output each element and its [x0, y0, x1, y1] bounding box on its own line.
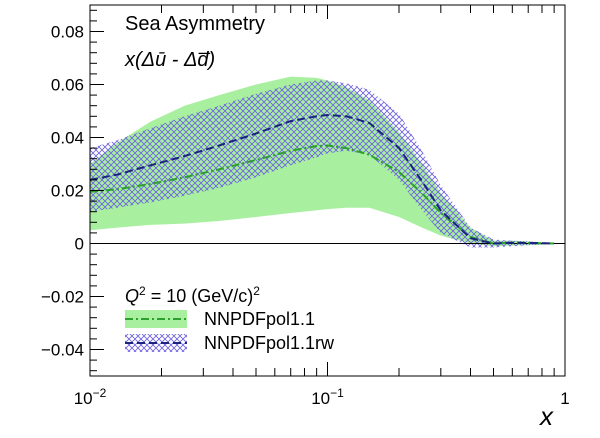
q2-symbol: Q: [125, 286, 139, 306]
bands-layer: [90, 76, 555, 248]
q2-value: = 10 (GeV/c): [146, 286, 254, 306]
y-tick-label: 0.08: [51, 23, 84, 42]
x-tick-label: 1: [560, 389, 569, 408]
curve-nnpdfpol11rw: [90, 113, 555, 245]
q2-annotation: Q2 = 10 (GeV/c)2: [125, 284, 260, 306]
y-tick-label: 0.06: [51, 76, 84, 95]
q2-exponent: 2: [139, 284, 146, 298]
x-axis-label: x: [538, 401, 554, 431]
curves-layer: [90, 113, 555, 245]
y-quantity-label: x(Δū - Δd̅): [124, 49, 215, 71]
x-tick-label: 10−1: [311, 386, 344, 408]
y-tick-label: 0.04: [51, 129, 84, 148]
ticks-layer: [89, 5, 555, 376]
y-tick-label: 0.02: [51, 182, 84, 201]
y-tick-label: −0.02: [41, 288, 84, 307]
y-tick-label: 0: [75, 235, 84, 254]
legend-label-nnpdfpol11rw: NNPDFpol1.1rw: [204, 333, 335, 353]
legend-swatch-nnpdfpol11: [125, 310, 187, 328]
legend-label-nnpdfpol11: NNPDFpol1.1: [204, 309, 315, 329]
legend: NNPDFpol1.1 NNPDFpol1.1rw: [125, 309, 335, 353]
q2-unit-exponent: 2: [253, 284, 260, 298]
tick-labels-layer: 10−2 10−1 1 −0.04 −0.02 0 0.02 0.04 0.06 0.08: [41, 23, 570, 409]
chart-title: Sea Asymmetry: [125, 13, 265, 35]
x-tick-label: 10−2: [74, 386, 107, 408]
y-tick-label: −0.04: [41, 341, 84, 360]
